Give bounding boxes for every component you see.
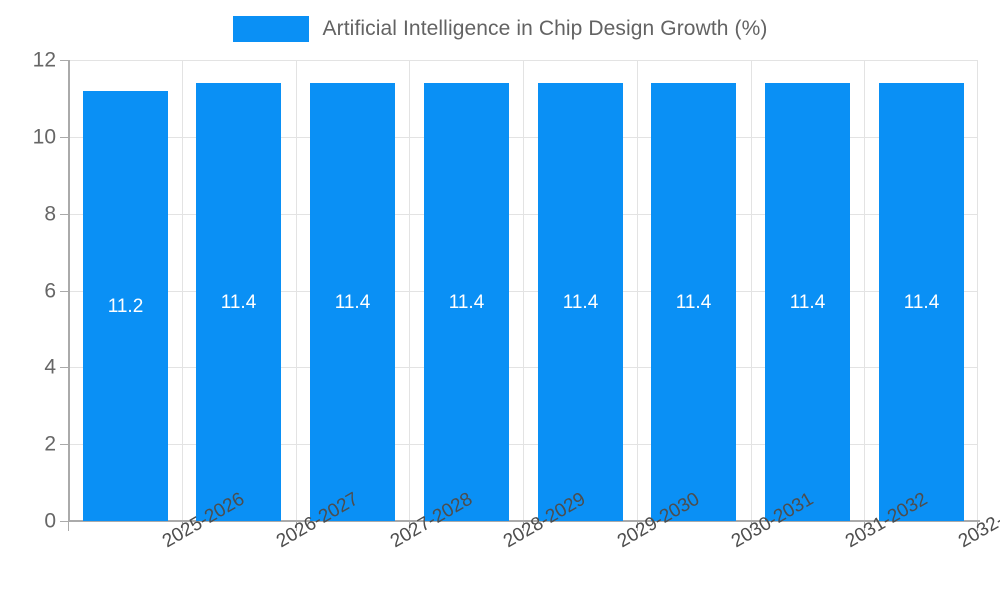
x-gridline [977,60,978,521]
x-tick-mark [182,522,183,531]
x-tick-mark [523,522,524,531]
bar[interactable]: 11.4 [424,83,509,521]
x-gridline [409,60,410,521]
x-gridline [637,60,638,521]
bar[interactable]: 11.4 [196,83,281,521]
bar[interactable]: 11.4 [879,83,964,521]
y-tick-mark [60,290,68,292]
bar[interactable]: 11.4 [310,83,395,521]
x-gridline [751,60,752,521]
y-tick-mark [60,60,68,61]
bar-value-label: 11.4 [562,292,599,313]
bar-value-label: 11.4 [334,292,371,313]
y-tick-label: 0 [44,509,56,533]
y-tick-label: 6 [44,279,56,302]
bar[interactable]: 11.4 [651,83,736,521]
bar[interactable]: 11.4 [765,83,850,521]
legend-label: Artificial Intelligence in Chip Design G… [322,17,768,40]
bar-value-label: 11.4 [220,292,257,313]
y-tick-mark [60,444,68,446]
x-gridline [296,60,297,521]
y-tick-label: 8 [44,202,56,226]
bar-value-label: 11.2 [107,296,144,317]
y-tick-mark [60,521,68,522]
bar[interactable]: 11.2 [83,91,168,521]
x-tick-mark [637,522,638,531]
y-tick-label: 10 [32,125,56,149]
x-gridline [864,60,865,521]
x-gridline [523,60,524,521]
x-gridline [182,60,183,521]
y-axis-tick-labels: 0 2 4 6 8 10 12 [0,0,56,600]
y-axis-line [68,60,70,522]
x-tick-mark [751,522,752,531]
bar-value-label: 11.4 [903,292,940,313]
chart-legend: Artificial Intelligence in Chip Design G… [0,12,1000,46]
x-tick-mark [68,522,69,531]
y-tick-mark [60,213,68,215]
y-tick-label: 12 [32,48,56,72]
y-tick-mark [60,136,68,138]
y-tick-label: 4 [44,355,56,379]
bar[interactable]: 11.4 [538,83,623,521]
legend-color-swatch [232,16,309,42]
x-axis-line [68,520,980,522]
y-tick-mark [60,367,68,369]
bar-value-label: 11.4 [675,292,712,313]
x-tick-mark [296,522,297,531]
plot-area [68,60,978,522]
x-tick-mark [864,522,865,531]
x-tick-mark [977,522,978,531]
y-tick-label: 2 [44,432,56,456]
bar-value-label: 11.4 [789,292,826,313]
bar-value-label: 11.4 [448,292,485,313]
x-tick-mark [409,522,410,531]
